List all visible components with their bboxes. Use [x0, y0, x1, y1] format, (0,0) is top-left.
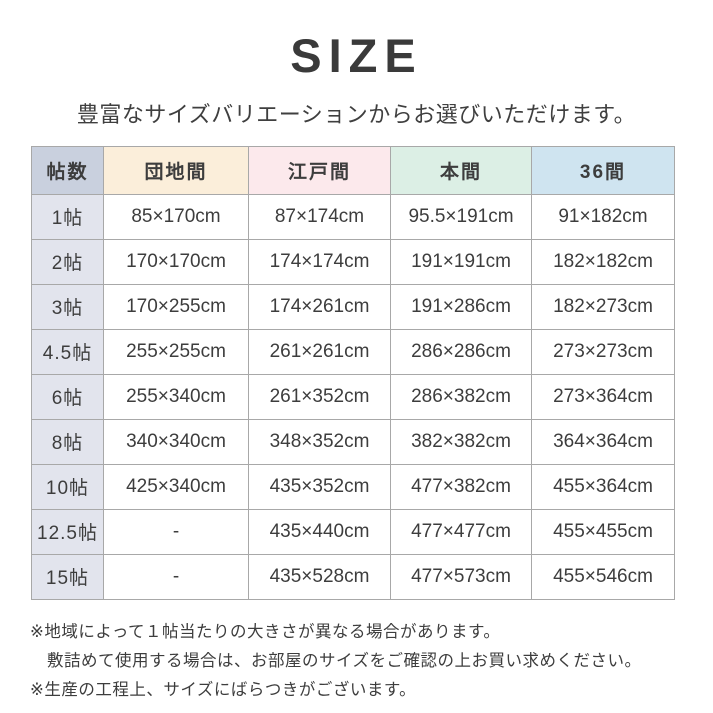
row-label: 10帖: [31, 463, 104, 510]
table-row: 4.5帖 255×255cm 261×261cm 286×286cm 273×2…: [31, 328, 675, 375]
table-row: 1帖 85×170cm 87×174cm 95.5×191cm 91×182cm: [31, 193, 675, 240]
size-cell: 382×382cm: [390, 418, 532, 465]
size-cell: 286×382cm: [390, 373, 532, 420]
size-cell: 95.5×191cm: [390, 193, 532, 240]
footnotes: ※地域によって１帖当たりの大きさが異なる場合があります。 敷詰めて使用する場合は…: [30, 618, 713, 705]
row-label: 2帖: [31, 238, 104, 285]
row-label: 4.5帖: [31, 328, 104, 375]
size-cell: 182×182cm: [531, 238, 675, 285]
table-row: 2帖 170×170cm 174×174cm 191×191cm 182×182…: [31, 238, 675, 285]
column-header-honma: 本間: [390, 145, 532, 195]
size-cell: 273×273cm: [531, 328, 675, 375]
note-line: 敷詰めて使用する場合は、お部屋のサイズをご確認の上お買い求めください。: [30, 651, 642, 670]
size-cell: 174×174cm: [248, 238, 391, 285]
size-cell: -: [103, 508, 249, 555]
size-cell: 477×573cm: [390, 553, 532, 600]
table-row: 15帖 - 435×528cm 477×573cm 455×546cm: [31, 553, 675, 600]
size-cell: 87×174cm: [248, 193, 391, 240]
size-table: 帖数 団地間 江戸間 本間 36間 1帖 85×170cm 87×174cm 9…: [31, 145, 675, 600]
column-header-jo-count: 帖数: [31, 145, 104, 195]
size-cell: 286×286cm: [390, 328, 532, 375]
size-cell: 435×440cm: [248, 508, 391, 555]
row-label: 6帖: [31, 373, 104, 420]
size-cell: 455×364cm: [531, 463, 675, 510]
size-cell: 340×340cm: [103, 418, 249, 465]
note-line: ※生産の工程上、サイズにばらつきがございます。: [30, 680, 417, 699]
column-header-danchima: 団地間: [103, 145, 249, 195]
table-row: 12.5帖 - 435×440cm 477×477cm 455×455cm: [31, 508, 675, 555]
table-row: 3帖 170×255cm 174×261cm 191×286cm 182×273…: [31, 283, 675, 330]
size-cell: 435×528cm: [248, 553, 391, 600]
size-cell: 273×364cm: [531, 373, 675, 420]
size-cell: 435×352cm: [248, 463, 391, 510]
size-cell: 255×340cm: [103, 373, 249, 420]
table-row: 6帖 255×340cm 261×352cm 286×382cm 273×364…: [31, 373, 675, 420]
header-row: 帖数 団地間 江戸間 本間 36間: [31, 145, 675, 195]
size-cell: 91×182cm: [531, 193, 675, 240]
row-label: 1帖: [31, 193, 104, 240]
page-subtitle: 豊富なサイズバリエーションからお選びいただけます。: [76, 101, 637, 127]
size-cell: 85×170cm: [103, 193, 249, 240]
size-cell: 477×382cm: [390, 463, 532, 510]
size-cell: 170×170cm: [103, 238, 249, 285]
size-cell: 255×255cm: [103, 328, 249, 375]
note-line: ※地域によって１帖当たりの大きさが異なる場合があります。: [30, 622, 501, 641]
size-cell: 170×255cm: [103, 283, 249, 330]
size-cell: 261×352cm: [248, 373, 391, 420]
size-cell: 191×286cm: [390, 283, 532, 330]
size-cell: 364×364cm: [531, 418, 675, 465]
page-title: SIZE: [290, 29, 423, 82]
size-cell: 348×352cm: [248, 418, 391, 465]
size-cell: 191×191cm: [390, 238, 532, 285]
size-cell: 425×340cm: [103, 463, 249, 510]
table-row: 8帖 340×340cm 348×352cm 382×382cm 364×364…: [31, 418, 675, 465]
size-cell: 261×261cm: [248, 328, 391, 375]
row-label: 12.5帖: [31, 508, 104, 555]
row-label: 15帖: [31, 553, 104, 600]
column-header-edoma: 江戸間: [248, 145, 391, 195]
row-label: 8帖: [31, 418, 104, 465]
size-cell: 455×455cm: [531, 508, 675, 555]
column-header-sanrokuma: 36間: [531, 145, 675, 195]
size-cell: 455×546cm: [531, 553, 675, 600]
size-cell: 182×273cm: [531, 283, 675, 330]
table-row: 10帖 425×340cm 435×352cm 477×382cm 455×36…: [31, 463, 675, 510]
size-cell: 174×261cm: [248, 283, 391, 330]
size-cell: 477×477cm: [390, 508, 532, 555]
row-label: 3帖: [31, 283, 104, 330]
size-cell: -: [103, 553, 249, 600]
